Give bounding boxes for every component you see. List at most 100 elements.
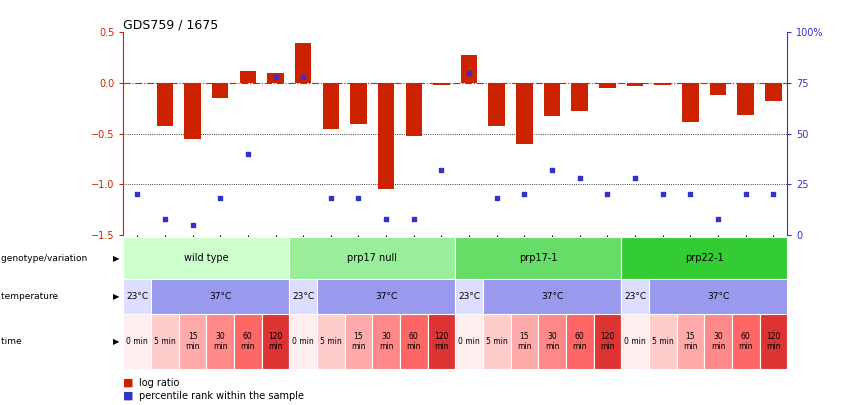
Text: 15
min: 15 min — [186, 332, 200, 351]
Bar — [760, 314, 787, 369]
Bar — [317, 314, 345, 369]
Bar — [295, 43, 311, 83]
Bar — [516, 83, 533, 144]
Bar — [649, 279, 787, 314]
Point — [628, 175, 642, 181]
Bar — [594, 314, 621, 369]
Bar — [621, 279, 649, 314]
Bar — [406, 83, 422, 136]
Bar — [267, 73, 283, 83]
Text: temperature: temperature — [1, 292, 61, 301]
Text: ■: ■ — [123, 391, 134, 401]
Text: 120
min: 120 min — [268, 332, 283, 351]
Point — [407, 215, 420, 222]
Bar — [566, 314, 594, 369]
Text: 60
min: 60 min — [241, 332, 255, 351]
Point — [324, 195, 338, 202]
Bar — [455, 314, 483, 369]
Text: log ratio: log ratio — [139, 378, 179, 388]
Point — [296, 74, 310, 80]
Bar — [157, 83, 174, 126]
Text: 23°C: 23°C — [126, 292, 148, 301]
Bar — [206, 314, 234, 369]
Bar — [455, 279, 483, 314]
Text: 5 min: 5 min — [652, 337, 674, 346]
Text: 0 min: 0 min — [292, 337, 314, 346]
Text: 30
min: 30 min — [545, 332, 559, 351]
Bar — [621, 314, 649, 369]
Bar — [710, 83, 727, 95]
Bar — [289, 279, 317, 314]
Text: ■: ■ — [123, 378, 134, 388]
Bar — [621, 237, 787, 279]
Point — [517, 191, 531, 198]
Point — [462, 70, 476, 76]
Text: 60
min: 60 min — [739, 332, 753, 351]
Point — [351, 195, 365, 202]
Bar — [317, 279, 455, 314]
Bar — [677, 314, 705, 369]
Bar — [123, 314, 151, 369]
Bar — [151, 279, 289, 314]
Text: 30
min: 30 min — [711, 332, 725, 351]
Bar — [378, 83, 394, 190]
Bar — [626, 83, 643, 86]
Bar — [599, 83, 616, 88]
Bar — [184, 83, 201, 139]
Bar — [433, 83, 449, 85]
Bar — [737, 83, 754, 115]
Text: 37°C: 37°C — [375, 292, 397, 301]
Bar — [544, 83, 560, 117]
Bar — [151, 314, 179, 369]
Text: 5 min: 5 min — [486, 337, 508, 346]
Bar — [461, 55, 477, 83]
Text: 37°C: 37°C — [707, 292, 729, 301]
Bar — [654, 83, 671, 85]
Text: 120
min: 120 min — [766, 332, 780, 351]
Text: 37°C: 37°C — [209, 292, 231, 301]
Bar — [234, 314, 262, 369]
Text: 15
min: 15 min — [517, 332, 532, 351]
Point — [158, 215, 172, 222]
Bar — [765, 83, 781, 101]
Point — [435, 167, 448, 173]
Bar — [683, 83, 699, 122]
Text: 0 min: 0 min — [458, 337, 480, 346]
Bar — [483, 279, 621, 314]
Bar — [455, 237, 621, 279]
Text: 15
min: 15 min — [351, 332, 366, 351]
Text: time: time — [1, 337, 25, 346]
Text: 15
min: 15 min — [683, 332, 698, 351]
Bar — [351, 83, 367, 124]
Bar — [649, 314, 677, 369]
Bar — [123, 279, 151, 314]
Bar — [572, 83, 588, 111]
Bar — [262, 314, 289, 369]
Text: prp22-1: prp22-1 — [685, 253, 723, 263]
Text: 60
min: 60 min — [573, 332, 587, 351]
Bar — [123, 237, 289, 279]
Bar — [732, 314, 760, 369]
Point — [269, 74, 283, 80]
Bar — [483, 314, 511, 369]
Bar — [373, 314, 400, 369]
Bar — [400, 314, 428, 369]
Text: 120
min: 120 min — [434, 332, 448, 351]
Text: 23°C: 23°C — [458, 292, 480, 301]
Point — [186, 222, 199, 228]
Text: 5 min: 5 min — [154, 337, 176, 346]
Point — [130, 191, 144, 198]
Point — [767, 191, 780, 198]
Bar — [289, 237, 455, 279]
Point — [711, 215, 725, 222]
Bar — [345, 314, 373, 369]
Bar — [240, 71, 256, 83]
Bar — [488, 83, 505, 126]
Text: 23°C: 23°C — [624, 292, 646, 301]
Text: genotype/variation: genotype/variation — [1, 254, 90, 263]
Text: 120
min: 120 min — [600, 332, 614, 351]
Text: 37°C: 37°C — [541, 292, 563, 301]
Text: wild type: wild type — [184, 253, 229, 263]
Text: 5 min: 5 min — [320, 337, 342, 346]
Text: prp17-1: prp17-1 — [519, 253, 557, 263]
